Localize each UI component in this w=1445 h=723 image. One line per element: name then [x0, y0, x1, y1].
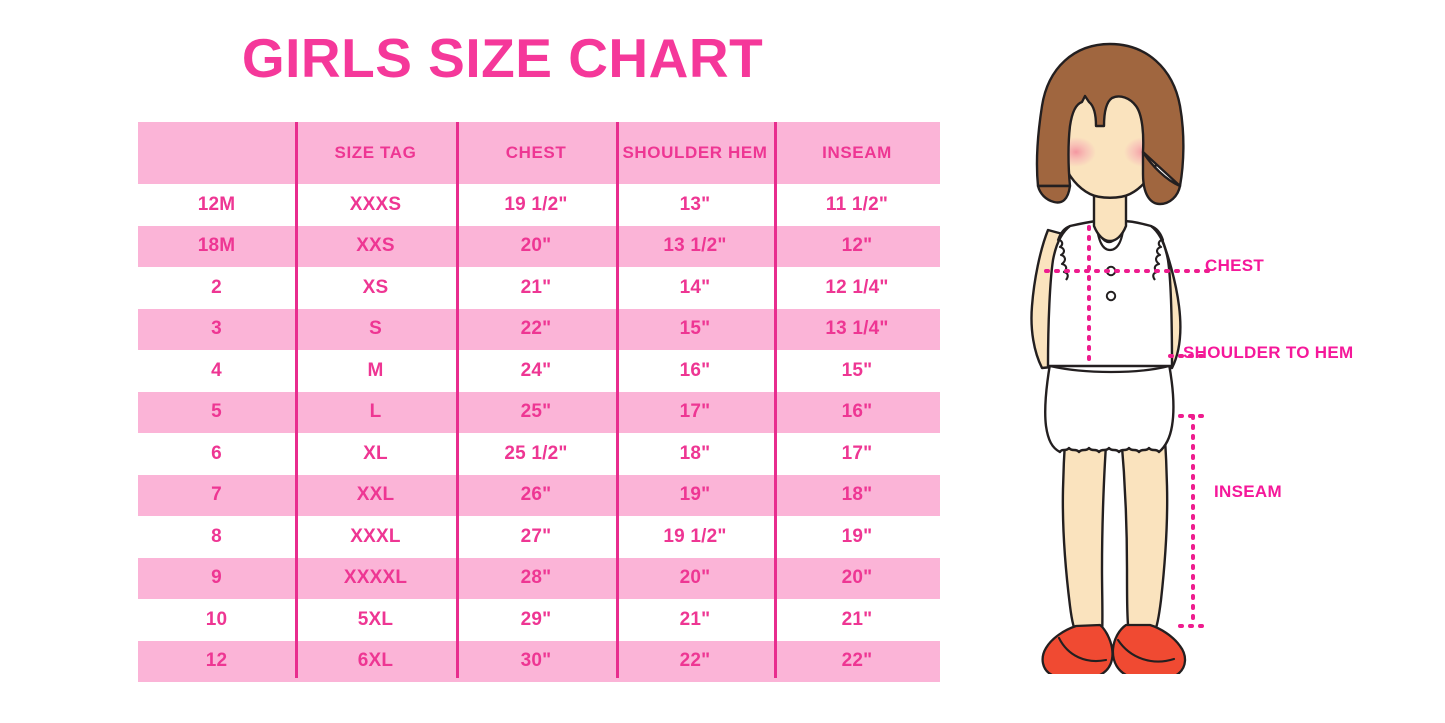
cell-inseam: 12": [774, 225, 940, 267]
cell-size: 3: [138, 308, 295, 350]
hair-shape: [1035, 42, 1185, 206]
table-row: 12M XXXS 19 1/2" 13" 11 1/2": [138, 184, 940, 226]
cell-size-tag: XS: [295, 267, 456, 309]
cell-inseam: 17": [774, 433, 940, 475]
column-header-size: [138, 122, 295, 184]
cell-chest: 25 1/2": [456, 433, 616, 475]
top-garment-shape: [1046, 219, 1174, 368]
cell-inseam: 13 1/4": [774, 308, 940, 350]
cell-size: 5: [138, 391, 295, 433]
cell-chest: 19 1/2": [456, 184, 616, 226]
cell-chest: 26": [456, 474, 616, 516]
cell-inseam: 22": [774, 640, 940, 682]
page-title: GIRLS SIZE CHART: [241, 27, 764, 89]
cell-size-tag: XXL: [295, 474, 456, 516]
cell-chest: 27": [456, 516, 616, 558]
size-chart-table-container: SIZE TAG CHEST SHOULDER HEM INSEAM 12M X…: [138, 122, 940, 682]
cell-chest: 24": [456, 350, 616, 392]
size-chart-table: SIZE TAG CHEST SHOULDER HEM INSEAM 12M X…: [138, 122, 940, 682]
cell-size: 9: [138, 557, 295, 599]
table-row: 10 5XL 29" 21" 21": [138, 599, 940, 641]
cell-size-tag: XXXL: [295, 516, 456, 558]
cell-size-tag: 6XL: [295, 640, 456, 682]
cell-inseam: 18": [774, 474, 940, 516]
cell-shoulder-hem: 22": [616, 640, 774, 682]
table-row: 12 6XL 30" 22" 22": [138, 640, 940, 682]
cell-size-tag: M: [295, 350, 456, 392]
table-row: 18M XXS 20" 13 1/2" 12": [138, 225, 940, 267]
cell-size-tag: XXS: [295, 225, 456, 267]
cell-size: 18M: [138, 225, 295, 267]
cell-size: 4: [138, 350, 295, 392]
column-header-inseam: INSEAM: [774, 122, 940, 184]
button-icon: [1105, 290, 1117, 302]
table-row: 9 XXXXL 28" 20" 20": [138, 557, 940, 599]
girl-figure-illustration: [990, 34, 1250, 674]
cell-size: 8: [138, 516, 295, 558]
cell-shoulder-hem: 15": [616, 308, 774, 350]
cell-shoulder-hem: 20": [616, 557, 774, 599]
cell-shoulder-hem: 19": [616, 474, 774, 516]
shoulder-to-hem-measurement-label: SHOULDER TO HEM: [1183, 343, 1354, 362]
cell-size: 2: [138, 267, 295, 309]
cell-chest: 20": [456, 225, 616, 267]
cell-chest: 21": [456, 267, 616, 309]
cell-size: 10: [138, 599, 295, 641]
cell-shoulder-hem: 13": [616, 184, 774, 226]
cell-size-tag: L: [295, 391, 456, 433]
cell-size-tag: 5XL: [295, 599, 456, 641]
cell-inseam: 11 1/2": [774, 184, 940, 226]
table-row: 8 XXXL 27" 19 1/2" 19": [138, 516, 940, 558]
chest-measurement-label: CHEST: [1205, 256, 1265, 275]
cell-shoulder-hem: 13 1/2": [616, 225, 774, 267]
cell-size: 12: [138, 640, 295, 682]
cell-shoulder-hem: 14": [616, 267, 774, 309]
cell-size-tag: XXXXL: [295, 557, 456, 599]
cell-size-tag: XXXS: [295, 184, 456, 226]
cell-size-tag: S: [295, 308, 456, 350]
cell-inseam: 21": [774, 599, 940, 641]
measurement-guides: [1044, 225, 1212, 628]
column-header-shoulder-hem: SHOULDER HEM: [616, 122, 774, 184]
cell-size: 7: [138, 474, 295, 516]
cell-size-tag: XL: [295, 433, 456, 475]
skirt-shape: [1044, 362, 1175, 454]
table-row: 6 XL 25 1/2" 18" 17": [138, 433, 940, 475]
table-row: 3 S 22" 15" 13 1/4": [138, 308, 940, 350]
table-row: 4 M 24" 16" 15": [138, 350, 940, 392]
cell-inseam: 12 1/4": [774, 267, 940, 309]
table-row: 5 L 25" 17" 16": [138, 391, 940, 433]
column-header-size-tag: SIZE TAG: [295, 122, 456, 184]
table-header-row: SIZE TAG CHEST SHOULDER HEM INSEAM: [138, 122, 940, 184]
column-header-chest: CHEST: [456, 122, 616, 184]
cell-shoulder-hem: 19 1/2": [616, 516, 774, 558]
cell-inseam: 15": [774, 350, 940, 392]
cell-inseam: 20": [774, 557, 940, 599]
shoes-shape: [1041, 623, 1187, 674]
cell-size: 6: [138, 433, 295, 475]
cell-inseam: 16": [774, 391, 940, 433]
cell-chest: 30": [456, 640, 616, 682]
cell-shoulder-hem: 18": [616, 433, 774, 475]
cell-shoulder-hem: 21": [616, 599, 774, 641]
table-row: 7 XXL 26" 19" 18": [138, 474, 940, 516]
cell-size: 12M: [138, 184, 295, 226]
cell-shoulder-hem: 16": [616, 350, 774, 392]
cell-chest: 29": [456, 599, 616, 641]
cell-inseam: 19": [774, 516, 940, 558]
cell-chest: 22": [456, 308, 616, 350]
cell-chest: 28": [456, 557, 616, 599]
cell-shoulder-hem: 17": [616, 391, 774, 433]
cell-chest: 25": [456, 391, 616, 433]
table-row: 2 XS 21" 14" 12 1/4": [138, 267, 940, 309]
inseam-measurement-label: INSEAM: [1214, 482, 1282, 501]
